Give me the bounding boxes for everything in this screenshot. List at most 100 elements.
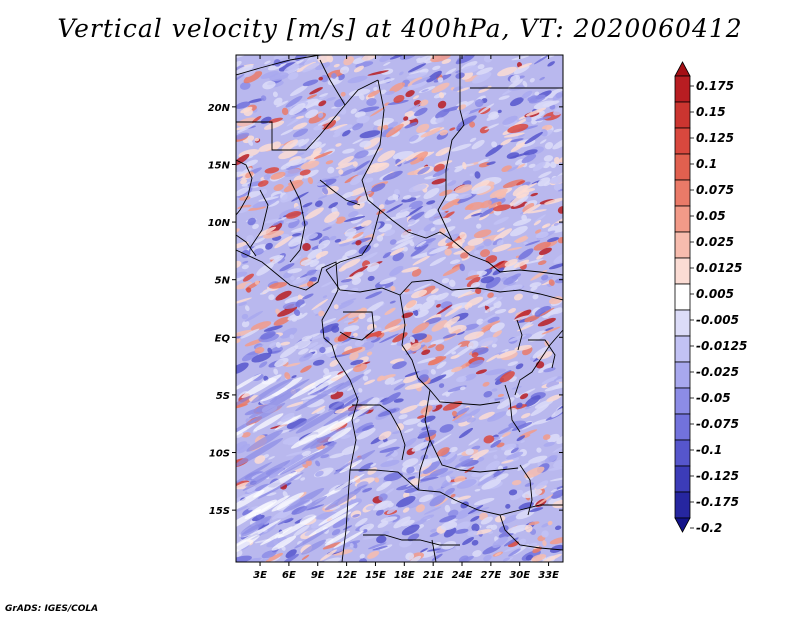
field-cell [546, 88, 563, 99]
field-cell [489, 322, 505, 333]
field-cell [514, 344, 532, 351]
field-streak [289, 374, 332, 400]
field-cell [396, 423, 404, 431]
field-cell [401, 266, 419, 273]
field-cell [520, 412, 531, 419]
field-cell [521, 90, 533, 99]
field-cell [367, 70, 389, 76]
field-streak [318, 502, 359, 526]
field-cell [285, 158, 308, 167]
field-cell [496, 349, 517, 359]
field-cell [306, 94, 318, 100]
field-cell [389, 82, 405, 93]
field-streak [295, 409, 337, 434]
field-cell [255, 344, 264, 349]
field-cell [416, 57, 421, 61]
field-cell [325, 97, 336, 102]
field-cell [511, 422, 533, 431]
field-cell [541, 530, 549, 538]
field-cell [490, 439, 502, 448]
field-cell [541, 326, 561, 335]
field-cell [549, 536, 563, 545]
field-cell [362, 369, 372, 376]
field-streak [246, 429, 283, 452]
field-cell [468, 438, 480, 446]
field-cell [440, 521, 458, 531]
field-cell [362, 534, 381, 540]
field-cell [288, 236, 304, 247]
field-cell [255, 483, 270, 492]
field-cell [236, 260, 242, 269]
field-streak [316, 416, 353, 438]
field-streak [288, 413, 321, 432]
field-cell [429, 256, 447, 267]
field-cell [504, 258, 518, 267]
field-cell [338, 238, 355, 244]
field-cell [426, 294, 439, 302]
field-cell [343, 56, 355, 66]
field-cell [254, 137, 260, 142]
field-cell [459, 231, 467, 240]
field-cell [501, 557, 514, 562]
field-cell [442, 266, 462, 277]
field-cell [395, 157, 409, 166]
field-cell [515, 363, 524, 370]
field-cell [275, 290, 292, 301]
field-cell [510, 138, 524, 143]
field-cell [415, 369, 429, 379]
field-cell [427, 344, 437, 349]
field-cell [424, 506, 442, 515]
field-cell [337, 312, 352, 322]
field-cell [438, 92, 445, 99]
field-cell [356, 405, 370, 410]
field-cell [236, 362, 249, 375]
field-cell [240, 178, 247, 185]
field-cell [535, 494, 554, 507]
field-cell [535, 480, 549, 490]
field-cell [241, 432, 251, 438]
field-cell [246, 234, 254, 242]
field-cell [548, 263, 563, 270]
field-cell [405, 103, 422, 113]
field-cell [367, 89, 381, 98]
field-cell [484, 123, 500, 130]
colorbar-swatch [674, 179, 691, 207]
field-cell [492, 330, 503, 338]
field-streak [333, 450, 376, 475]
field-cell [252, 223, 259, 230]
field-cell [530, 403, 549, 417]
field-cell [348, 211, 359, 218]
field-cell [489, 260, 505, 270]
field-cell [430, 288, 439, 294]
lon-tick-label: 33E [538, 570, 559, 581]
field-cell [311, 298, 329, 311]
field-cell [243, 244, 249, 250]
field-cell [289, 334, 295, 340]
field-cell [503, 275, 519, 285]
field-cell [328, 202, 339, 209]
field-cell [402, 437, 417, 448]
field-cell [376, 235, 384, 242]
field-cell [251, 352, 272, 363]
field-cell [384, 90, 395, 96]
field-cell [257, 226, 277, 237]
field-cell [419, 300, 435, 312]
field-cell [339, 66, 350, 74]
lat-tick-label: 15S [209, 506, 230, 517]
field-cell [366, 196, 374, 204]
field-cell [429, 531, 441, 537]
field-cell [450, 493, 456, 498]
field-cell [520, 440, 525, 443]
field-cell [344, 228, 357, 237]
field-cell [493, 228, 513, 242]
field-cell [331, 325, 340, 333]
field-cell [522, 188, 536, 193]
field-cell [430, 227, 436, 232]
field-cell [524, 524, 533, 533]
field-cell [407, 476, 416, 480]
field-cell [431, 404, 443, 412]
field-cell [251, 115, 262, 123]
field-cell [401, 312, 414, 319]
field-cell [493, 216, 509, 225]
field-cell [471, 185, 491, 195]
